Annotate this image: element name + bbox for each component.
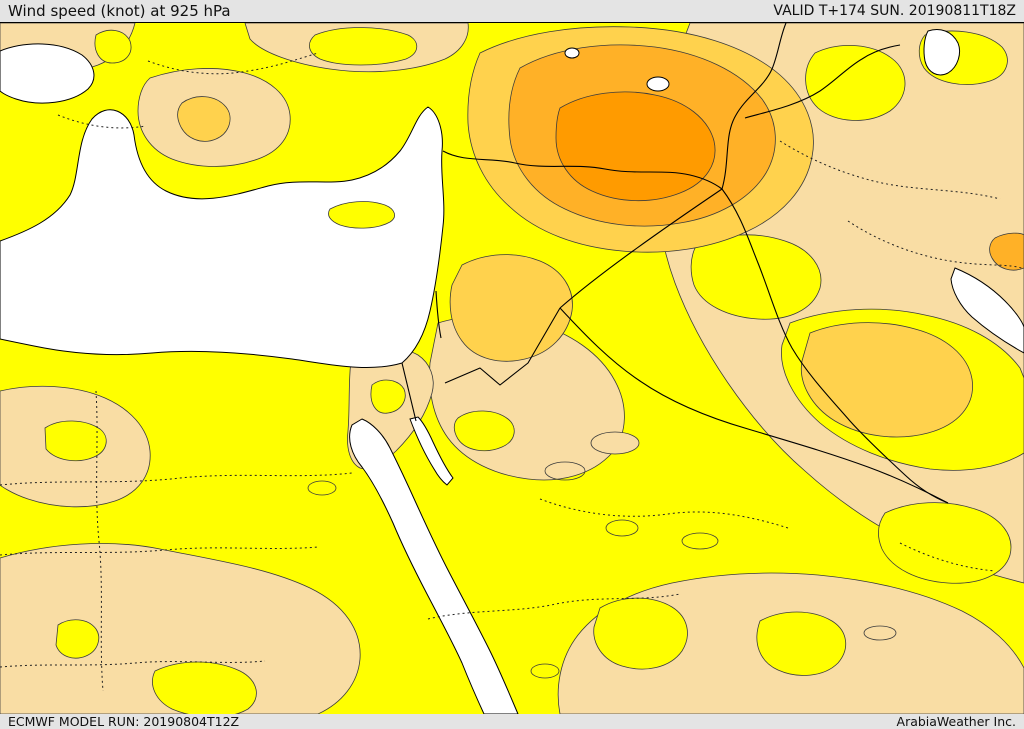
dotted-line-egypt-1: [0, 472, 353, 486]
dotted-line-egypt-libya: [95, 390, 104, 692]
contour-ring: [605, 519, 639, 537]
yellow-blob-bottom-1: [593, 597, 688, 670]
dotted-line-sudan: [0, 660, 266, 668]
yellow-blob-ne-1: [805, 45, 906, 121]
island-cyprus: [328, 201, 395, 229]
dotted-line-turkey-2: [57, 114, 147, 129]
yellow-blob-egypt-west: [44, 420, 107, 462]
orange-spot-right-edge: [989, 232, 1024, 271]
border-turkey-syria: [442, 150, 723, 190]
yellow-blob-jordan: [453, 410, 515, 452]
contour-ring: [307, 480, 337, 496]
yellow-blob-top-center: [309, 27, 418, 66]
valid-time-label: VALID T+174 SUN. 20190811T18Z: [773, 3, 1016, 19]
contour-ring: [681, 532, 719, 550]
sea-mediterranean: [0, 106, 445, 368]
dotted-line-iran-1: [779, 140, 1001, 200]
dotted-line-egypt-2: [0, 546, 319, 556]
tan-patch-desert: [590, 431, 640, 455]
yellow-blob-bottom-2: [756, 611, 846, 676]
lake-tuz: [564, 47, 580, 59]
dotted-line-turkey-1: [147, 52, 319, 75]
border-iraq-iran: [721, 188, 949, 504]
yellow-blob-right-lower: [878, 502, 1012, 584]
map-title: Wind speed (knot) at 925 hPa: [8, 2, 231, 20]
gold-region-jordan: [449, 254, 573, 362]
border-caucasus: [744, 44, 901, 119]
map-canvas: [0, 22, 1024, 714]
yellow-blob-nw: [94, 29, 132, 64]
wind-speed-map-svg: [0, 23, 1024, 714]
sea-persian-gulf: [950, 267, 1024, 354]
border-jordan-saudi-zigzag: [444, 307, 561, 386]
yellow-blob-sw-2: [152, 661, 257, 714]
tan-region-bottom-left: [0, 543, 361, 714]
dotted-line-iran-2: [847, 220, 1024, 270]
yellow-blob-iraq: [690, 234, 822, 320]
border-egypt-israel: [401, 362, 417, 422]
border-jordan-valley: [435, 290, 442, 339]
border-syria-iraq: [559, 188, 723, 309]
attribution-label: ArabiaWeather Inc.: [896, 714, 1016, 729]
sea-shapes: [0, 29, 1024, 714]
model-run-label: ECMWF MODEL RUN: 20190804T12Z: [8, 714, 240, 729]
country-borders: [401, 23, 949, 504]
map-header: Wind speed (knot) at 925 hPa VALID T+174…: [0, 0, 1024, 22]
dotted-line-iran-south: [899, 542, 996, 572]
contour-ring: [530, 663, 560, 679]
sea-gulf-of-aqaba: [409, 416, 454, 486]
sea-black-sea: [0, 43, 95, 104]
contour-ring: [544, 461, 586, 481]
lake-van: [646, 76, 670, 92]
border-saudi-iraq: [559, 307, 949, 504]
gold-spot-turkey: [177, 96, 231, 142]
contour-ring: [863, 625, 897, 641]
dotted-line-saudi-2: [427, 593, 681, 620]
border-turkey-iran-north: [721, 23, 787, 190]
dotted-line-saudi-1: [539, 498, 789, 529]
gold-region-east: [800, 322, 973, 438]
yellow-blob-sinai: [370, 379, 406, 414]
sea-red-sea: [349, 418, 519, 714]
map-footer: ECMWF MODEL RUN: 20190804T12Z ArabiaWeat…: [0, 713, 1024, 729]
yellow-blob-sw-1: [55, 619, 100, 659]
sea-caspian-corner: [923, 29, 961, 76]
deep-orange-core: [555, 91, 716, 202]
dotted-admin-lines: [0, 52, 1024, 692]
small-contour-rings: [31, 47, 897, 679]
